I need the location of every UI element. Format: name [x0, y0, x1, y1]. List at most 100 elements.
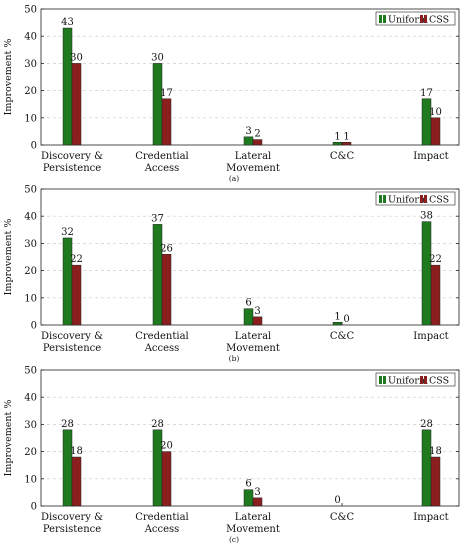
y-axis-label: Improvement %	[3, 400, 14, 477]
y-tick-label: 0	[31, 502, 37, 513]
bar-css	[341, 142, 352, 146]
legend-swatch	[420, 15, 423, 23]
data-label: 38	[420, 211, 433, 222]
legend-label-css: CSS	[429, 376, 449, 387]
x-tick-label: Credential	[135, 331, 189, 342]
data-label: 3	[254, 487, 260, 498]
bar-uniform	[152, 224, 163, 326]
legend-swatch	[383, 15, 386, 23]
x-tick-label: Lateral	[235, 331, 271, 342]
x-tick-label: Movement	[226, 163, 280, 174]
y-tick-label: 50	[24, 366, 37, 377]
legend-swatch	[424, 15, 427, 23]
y-axis-label: Improvement %	[3, 39, 14, 116]
legend: Uniform CSS	[375, 191, 456, 206]
data-label: 1	[334, 311, 340, 322]
x-tick-label: Persistence	[43, 343, 101, 354]
legend-label-css: CSS	[429, 15, 449, 26]
data-label: 3	[254, 306, 260, 317]
data-label: 0	[343, 314, 349, 325]
data-label: 30	[151, 52, 164, 63]
legend-label-uniform: Uniform	[388, 195, 428, 206]
plot-frame	[40, 8, 460, 146]
bar-uniform	[62, 27, 73, 146]
bar-css	[252, 139, 263, 146]
bar-uniform	[152, 63, 163, 146]
x-tick-label: Lateral	[235, 151, 271, 162]
legend-box	[375, 191, 456, 206]
y-axis-label: Improvement %	[3, 219, 14, 296]
legend-swatch	[379, 15, 382, 23]
bar-css	[71, 63, 82, 146]
legend-box	[375, 372, 456, 387]
data-label: 18	[429, 446, 442, 457]
bar-css	[252, 497, 263, 507]
data-label: 10	[429, 107, 442, 118]
data-label: 43	[61, 17, 74, 28]
y-tick-label: 30	[24, 239, 37, 250]
legend-swatch	[383, 195, 386, 203]
x-tick-label: Access	[144, 343, 180, 354]
x-tick-label: Discovery &	[41, 512, 103, 523]
bar-uniform	[62, 237, 73, 326]
y-tick-label: 20	[24, 447, 37, 458]
legend-label-uniform: Uniform	[388, 15, 428, 26]
data-label: 3	[245, 126, 251, 137]
data-label: 6	[245, 479, 251, 490]
bar-uniform	[421, 221, 432, 326]
y-tick-label: 40	[24, 393, 37, 404]
y-tick-label: 30	[24, 59, 37, 70]
data-label: 26	[160, 243, 173, 254]
data-label: 20	[160, 441, 173, 452]
legend-swatch	[420, 376, 423, 384]
bar-uniform	[243, 489, 254, 507]
bar-css	[71, 456, 82, 507]
bar-css	[430, 264, 441, 326]
x-tick-label: Impact	[413, 331, 448, 342]
x-tick-label: Persistence	[43, 524, 101, 535]
y-tick-label: 20	[24, 86, 37, 97]
bar-css	[161, 98, 172, 146]
y-tick-label: 20	[24, 266, 37, 277]
bar-css	[430, 456, 441, 507]
y-tick-label: 10	[24, 113, 37, 124]
x-tick-label: C&C	[330, 331, 355, 342]
x-tick-label: C&C	[330, 512, 355, 523]
x-tick-label: Movement	[226, 524, 280, 535]
x-tick-label: Discovery &	[41, 331, 103, 342]
bar-uniform	[243, 308, 254, 326]
x-tick-label: Credential	[135, 151, 189, 162]
x-tick-label: Movement	[226, 343, 280, 354]
panel-caption: (b)	[229, 354, 240, 363]
x-tick-label: Access	[144, 524, 180, 535]
legend-swatch	[383, 376, 386, 384]
x-tick-label: Discovery &	[41, 151, 103, 162]
x-tick-label: C&C	[330, 151, 355, 162]
y-tick-label: 0	[31, 141, 37, 152]
x-tick-label: Persistence	[43, 163, 101, 174]
legend-swatch	[379, 376, 382, 384]
data-label: 32	[61, 227, 74, 238]
x-tick-label: Credential	[135, 512, 189, 523]
legend-swatch	[420, 195, 423, 203]
y-tick-label: 10	[24, 474, 37, 485]
x-tick-label: Access	[144, 163, 180, 174]
bar-css	[161, 451, 172, 507]
y-tick-label: 30	[24, 420, 37, 431]
bar-uniform	[332, 142, 343, 146]
legend-box	[375, 11, 456, 26]
bar-css	[252, 316, 263, 326]
data-label: 37	[151, 213, 164, 224]
panel-caption: (c)	[229, 535, 239, 544]
bar-css	[71, 264, 82, 326]
data-label: 30	[70, 52, 83, 63]
bar-css	[161, 254, 172, 326]
data-label: 22	[70, 254, 83, 265]
chart-panel-1: 0 10 20 30 40 50 Improvement % 43 30 3 1 17 30 17 2 1 10…	[3, 5, 460, 183]
legend-label-css: CSS	[429, 195, 449, 206]
data-label: 28	[61, 419, 74, 430]
bar-uniform	[421, 98, 432, 146]
